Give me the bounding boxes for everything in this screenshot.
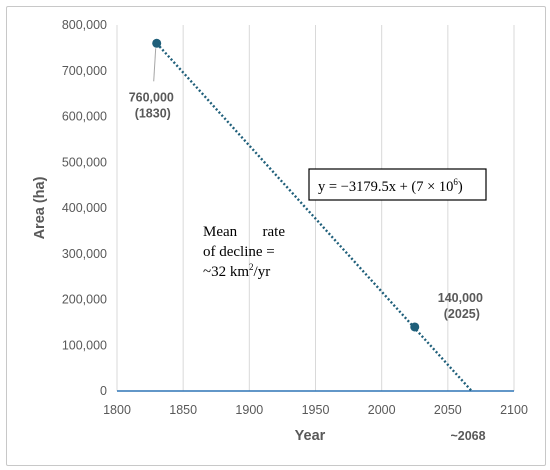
trendline	[155, 42, 473, 392]
rate-unit-sup: 2	[249, 262, 254, 272]
point-value-label-1830: 760,000	[129, 90, 174, 104]
point-labels: 760,000 (1830) 140,000 (2025)	[129, 48, 483, 321]
y-tick-800000: 800,000	[62, 18, 107, 32]
chart-frame	[6, 6, 546, 466]
label-leader-1830	[153, 48, 157, 82]
rate-unit: /yr	[254, 264, 271, 280]
y-tick-100000: 100,000	[62, 338, 107, 352]
y-tick-500000: 500,000	[62, 155, 107, 169]
rate-word-mean: Mean	[203, 224, 238, 240]
equation-box-frame	[308, 168, 487, 201]
y-axis-ticks: 0 100,000 200,000 300,000 400,000 500,000 600,…	[62, 18, 107, 398]
equation-exponent: 6	[453, 177, 458, 187]
y-axis-title: Area (ha)	[32, 176, 48, 239]
y-tick-600000: 600,000	[62, 110, 107, 124]
rate-line-3: ~32 km2/yr	[203, 262, 270, 280]
data-points	[152, 38, 420, 332]
equation-suffix: )	[458, 179, 463, 195]
grid-lines	[116, 25, 515, 391]
x-tick-2100: 2100	[500, 403, 528, 417]
data-point-1830	[152, 38, 162, 48]
equation-prefix: y = −3179.5x + (7 × 10	[318, 179, 453, 195]
y-tick-0: 0	[100, 384, 107, 398]
x-tick-2050: 2050	[434, 403, 462, 417]
rate-line-2: of decline =	[203, 244, 275, 260]
y-tick-300000: 300,000	[62, 247, 107, 261]
x-tick-1800: 1800	[103, 403, 131, 417]
x-axis-ticks: 1800 1850 1900 1950 2000 2050 2100	[103, 403, 528, 417]
y-tick-700000: 700,000	[62, 64, 107, 78]
rate-value: ~32 km	[203, 264, 249, 280]
data-point-2025	[410, 322, 420, 332]
y-tick-200000: 200,000	[62, 293, 107, 307]
trend-equation: y = −3179.5x + (7 × 106)	[318, 177, 463, 195]
point-value-label-2025: 140,000	[438, 291, 483, 305]
x-tick-2000: 2000	[368, 403, 396, 417]
x-axis-title: Year	[295, 428, 326, 444]
x-tick-1850: 1850	[169, 403, 197, 417]
x-tick-1900: 1900	[235, 403, 263, 417]
equation-box: y = −3179.5x + (7 × 106)	[308, 168, 487, 201]
rate-word-rate: rate	[263, 224, 286, 240]
rate-annotation: Mean rate of decline = ~32 km2/yr	[203, 224, 285, 280]
point-year-label-1830: (1830)	[135, 106, 171, 120]
y-tick-400000: 400,000	[62, 201, 107, 215]
x-tick-1950: 1950	[302, 403, 330, 417]
point-year-label-2025: (2025)	[444, 307, 480, 321]
intercept-label: ~2068	[450, 429, 485, 443]
